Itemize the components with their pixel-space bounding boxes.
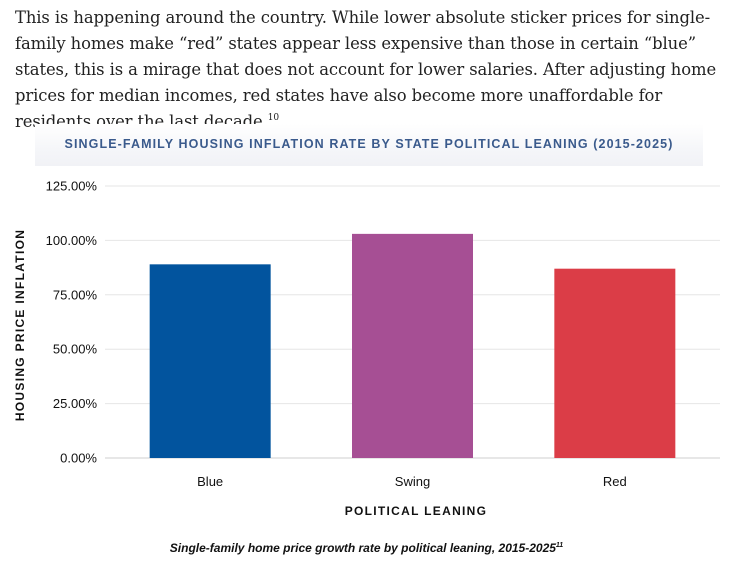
chart-title: SINGLE-FAMILY HOUSING INFLATION RATE BY … bbox=[64, 137, 674, 151]
intro-paragraph: This is happening around the country. Wh… bbox=[15, 5, 727, 135]
y-tick-label: 125.00% bbox=[46, 179, 98, 194]
bar-red bbox=[554, 268, 676, 458]
chart-caption: Single-family home price growth rate by … bbox=[0, 541, 733, 555]
paragraph-text: This is happening around the country. Wh… bbox=[15, 8, 717, 131]
chart-title-band bbox=[35, 124, 703, 166]
y-tick-label: 50.00% bbox=[53, 342, 98, 357]
x-tick-label-swing: Swing bbox=[395, 474, 430, 489]
x-axis-title: POLITICAL LEANING bbox=[345, 504, 488, 518]
footnote-ref-10[interactable]: 10 bbox=[267, 113, 280, 123]
y-tick-label: 100.00% bbox=[46, 233, 98, 248]
x-tick-label-blue: Blue bbox=[197, 474, 223, 489]
footnote-ref-11[interactable]: 11 bbox=[555, 542, 564, 549]
y-tick-label: 75.00% bbox=[53, 287, 98, 302]
bar-blue bbox=[149, 264, 271, 458]
y-tick-label: 0.00% bbox=[60, 451, 97, 466]
y-axis-title: HOUSING PRICE INFLATION bbox=[13, 229, 27, 421]
bar-swing bbox=[352, 233, 473, 458]
y-tick-label: 25.00% bbox=[53, 396, 98, 411]
caption-text: Single-family home price growth rate by … bbox=[169, 541, 556, 555]
x-tick-label-red: Red bbox=[603, 474, 627, 489]
